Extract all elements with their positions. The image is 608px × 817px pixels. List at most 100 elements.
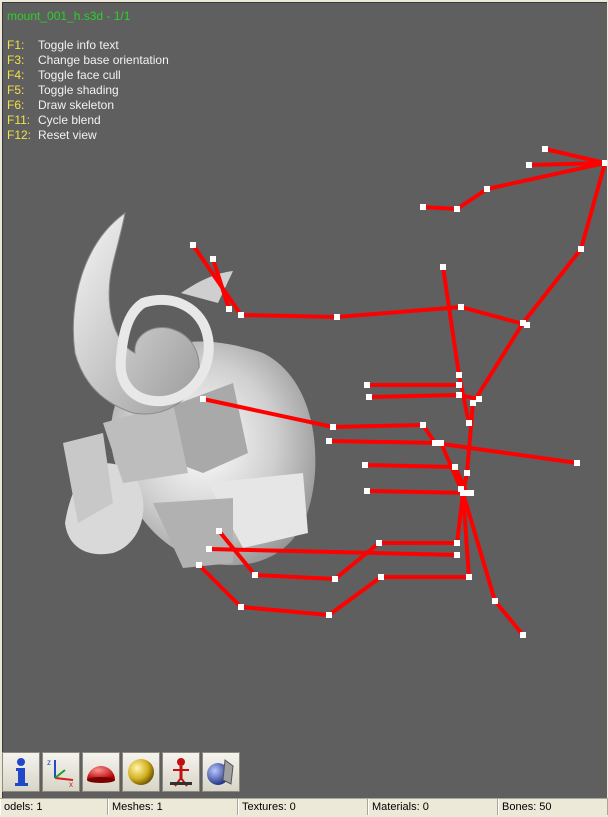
bone-joint (366, 394, 372, 400)
bone-joint (332, 576, 338, 582)
dome-button[interactable] (82, 752, 120, 792)
bone-joint (468, 490, 474, 496)
shortcut-action: Toggle info text (38, 38, 119, 52)
bone-segment (207, 547, 459, 557)
status-bones: Bones: 50 (498, 799, 608, 815)
bone-joint (454, 552, 460, 558)
bone-joint (464, 490, 470, 496)
svg-text:x: x (69, 780, 73, 788)
bone-segment (527, 161, 607, 167)
skeleton-joints (190, 146, 607, 638)
bone-joint (364, 382, 370, 388)
bone-joint (238, 604, 244, 610)
shortcut-key: F12: (7, 128, 32, 142)
bone-joint (362, 462, 368, 468)
bone-joint (456, 382, 462, 388)
bone-joint (456, 372, 462, 378)
bone-joint (458, 486, 464, 492)
shortcut-key: F4: (7, 68, 25, 82)
skeleton-button[interactable] (162, 752, 200, 792)
bone-joint (464, 470, 470, 476)
shortcut-action: Toggle shading (38, 83, 119, 97)
bone-joint (466, 574, 472, 580)
info-button[interactable] (2, 752, 40, 792)
skeleton-figure-icon (170, 758, 192, 787)
bone-joint (252, 572, 258, 578)
bone-joint (190, 242, 196, 248)
bone-joint (470, 400, 476, 406)
bone-joint (520, 632, 526, 638)
bone-joint (206, 546, 212, 552)
sphere-button[interactable] (122, 752, 160, 792)
model-mesh (63, 211, 316, 568)
status-models: odels: 1 (0, 799, 108, 815)
bone-joint (452, 464, 458, 470)
bone-joint (420, 422, 426, 428)
red-dome-icon (87, 766, 115, 783)
file-title: mount_001_h.s3d - 1/1 (7, 9, 131, 23)
bone-joint (216, 528, 222, 534)
bone-joint (456, 392, 462, 398)
svg-text:z: z (47, 758, 51, 767)
shortcut-action: Cycle blend (38, 113, 101, 127)
bone-segment (211, 257, 231, 311)
status-meshes: Meshes: 1 (108, 799, 238, 815)
axes-icon: z x (47, 758, 74, 788)
bone-joint (440, 264, 446, 270)
bone-joint (438, 440, 444, 446)
scene-canvas[interactable] (3, 3, 607, 799)
bone-joint (484, 186, 490, 192)
bone-joint (364, 488, 370, 494)
status-materials: Materials: 0 (368, 799, 498, 815)
shortcut-action: Reset view (38, 128, 97, 142)
bone-joint (454, 206, 460, 212)
bone-joint (378, 574, 384, 580)
bone-joint (574, 460, 580, 466)
bone-joint (432, 440, 438, 446)
bone-joint (376, 540, 382, 546)
bone-joint (454, 540, 460, 546)
bone-segment (441, 265, 471, 425)
bone-joint (526, 162, 532, 168)
shortcut-action: Toggle face cull (38, 68, 121, 82)
bone-segment (365, 489, 473, 495)
bone-joint (524, 322, 530, 328)
bone-joint (334, 314, 340, 320)
bone-joint (492, 598, 498, 604)
shortcut-key: F5: (7, 83, 25, 97)
gold-sphere-icon (128, 759, 154, 785)
bone-joint (238, 312, 244, 318)
shortcut-action: Draw skeleton (38, 98, 115, 112)
bone-segment (461, 491, 525, 637)
shortcut-key: F3: (7, 53, 25, 67)
bone-joint (602, 160, 607, 166)
textured-sphere-icon (207, 759, 234, 785)
bone-joint (210, 256, 216, 262)
bone-joint (200, 396, 206, 402)
bone-joint (196, 562, 202, 568)
bone-joint (466, 420, 472, 426)
shortcut-key: F6: (7, 98, 25, 112)
bone-joint (542, 146, 548, 152)
bone-segment (217, 491, 465, 581)
bone-joint (476, 396, 482, 402)
bone-joint (420, 204, 426, 210)
bone-joint (458, 304, 464, 310)
bone-segment (197, 491, 471, 617)
shortcut-action: Change base orientation (38, 53, 169, 67)
bone-joint (460, 490, 466, 496)
bone-joint (578, 246, 584, 252)
info-icon (15, 758, 28, 786)
shortcut-key: F1: (7, 38, 25, 52)
bone-joint (226, 306, 232, 312)
shortcut-key: F11: (7, 113, 31, 127)
axes-button[interactable]: z x (42, 752, 80, 792)
bone-joint (330, 424, 336, 430)
status-bar: odels: 1 Meshes: 1 Textures: 0 Materials… (0, 798, 608, 817)
bone-segment (543, 147, 607, 165)
toolbar: z x (2, 752, 242, 796)
3d-viewport[interactable]: mount_001_h.s3d - 1/1 F1: Toggle info tex… (2, 2, 607, 799)
status-textures: Textures: 0 (238, 799, 368, 815)
texture-button[interactable] (202, 752, 240, 792)
bone-joint (520, 320, 526, 326)
